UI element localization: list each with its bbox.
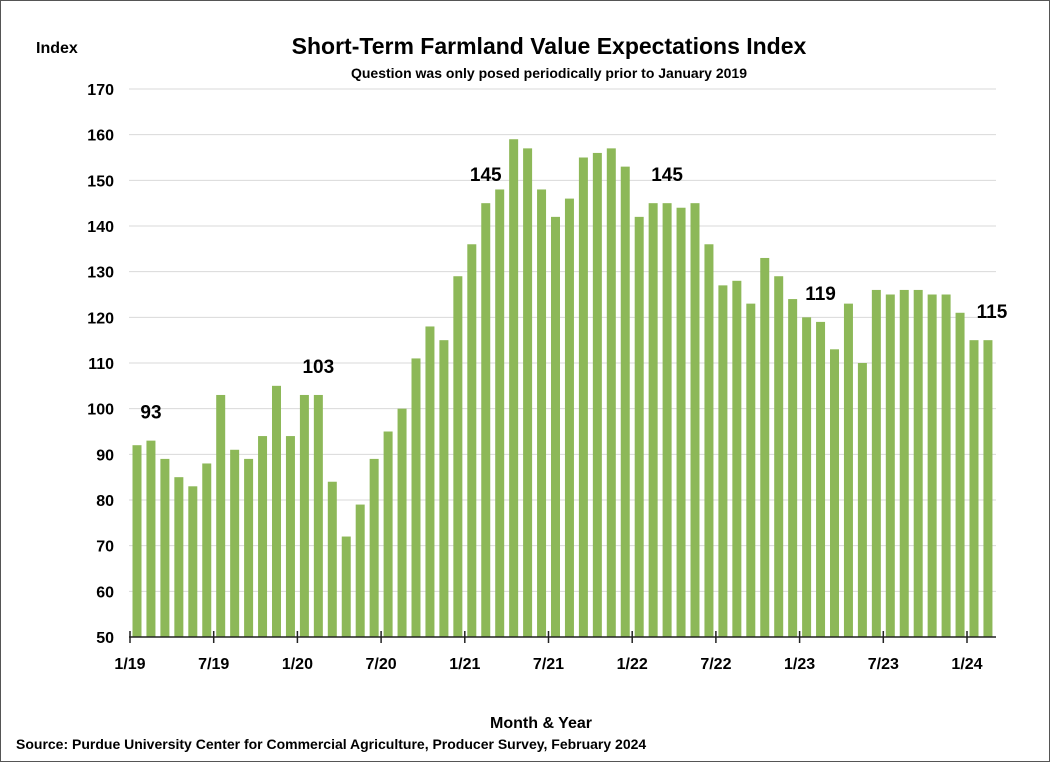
bar-6-22 (704, 244, 714, 637)
y-tick-label: 140 (87, 219, 114, 236)
x-tick-label: 7/19 (198, 656, 229, 673)
bar-2-21 (481, 203, 491, 637)
y-tick-label: 60 (96, 584, 114, 601)
bar-12-20 (453, 276, 463, 637)
bar-11-21 (606, 148, 616, 637)
bar-9-20 (411, 358, 421, 637)
bar-9-21 (578, 157, 588, 637)
x-tick-label: 7/21 (533, 656, 564, 673)
bar-10-23 (927, 294, 937, 637)
x-tick-label: 7/22 (700, 656, 731, 673)
bar-5-21 (523, 148, 533, 637)
bar-10-21 (592, 152, 602, 637)
bar-7-22 (718, 285, 728, 637)
x-tick-label: 1/22 (617, 656, 648, 673)
bar-6-20 (369, 458, 379, 637)
bar-12-23 (955, 312, 965, 637)
bar-4-19 (174, 477, 184, 637)
x-tick-label: 1/21 (449, 656, 480, 673)
bar-4-21 (509, 139, 519, 637)
bar-5-20 (355, 504, 365, 637)
bar-8-22 (732, 280, 742, 637)
y-tick-label: 130 (87, 265, 114, 282)
x-tick-label: 7/20 (366, 656, 397, 673)
y-tick-label: 80 (96, 493, 114, 510)
source-note: Source: Purdue University Center for Com… (16, 736, 646, 752)
bar-12-21 (620, 166, 630, 637)
bar-1-19 (132, 445, 142, 637)
bar-8-21 (564, 198, 574, 637)
bar-7-19 (216, 394, 226, 637)
bar-8-19 (230, 449, 240, 637)
y-tick-label: 150 (87, 173, 114, 190)
bar-2-20 (313, 394, 323, 637)
data-label: 103 (302, 357, 334, 378)
bar-11-22 (774, 276, 784, 637)
chart-title: Short-Term Farmland Value Expectations I… (292, 33, 807, 59)
bar-11-19 (272, 385, 281, 637)
y-tick-label: 170 (87, 82, 114, 99)
bar-6-23 (871, 289, 881, 637)
x-tick-label: 1/20 (282, 656, 313, 673)
y-tick-label: 120 (87, 310, 114, 327)
bar-2-22 (648, 203, 658, 637)
bar-6-19 (202, 463, 212, 637)
bar-11-23 (941, 294, 951, 637)
bar-1-22 (634, 216, 644, 637)
data-label: 145 (470, 165, 502, 186)
bar-8-20 (397, 408, 407, 637)
x-tick-label: 1/24 (951, 656, 982, 673)
y-tick-label: 70 (96, 539, 114, 556)
x-tick-label: 7/23 (868, 656, 899, 673)
bar-3-19 (160, 458, 170, 637)
bar-5-22 (690, 203, 700, 637)
x-axis-label: Month & Year (490, 715, 592, 732)
bar-11-20 (439, 340, 449, 637)
y-tick-label: 110 (88, 356, 114, 373)
bar-10-20 (425, 326, 435, 637)
bar-1-21 (467, 244, 477, 637)
bar-7-21 (551, 216, 560, 637)
bar-7-20 (383, 431, 393, 637)
x-tick-label: 1/19 (114, 656, 145, 673)
bar-1-24 (969, 340, 979, 637)
bar-6-21 (537, 189, 547, 637)
y-tick-label: 160 (87, 128, 114, 145)
bar-2-24 (983, 340, 993, 637)
y-tick-label: 90 (96, 447, 114, 464)
data-label: 145 (651, 165, 683, 186)
bar-12-22 (788, 299, 798, 637)
x-tick-label: 1/23 (784, 656, 815, 673)
bar-7-23 (885, 294, 895, 637)
data-label: 115 (977, 302, 1008, 323)
bar-3-20 (327, 481, 337, 637)
y-axis-label: Index (36, 40, 78, 57)
bar-5-19 (188, 486, 198, 637)
bar-12-19 (285, 436, 295, 637)
bar-1-23 (802, 317, 812, 637)
bar-10-19 (258, 436, 268, 637)
data-label: 93 (140, 403, 161, 424)
bar-8-23 (899, 289, 909, 637)
data-label: 119 (805, 284, 836, 305)
y-tick-label: 50 (96, 630, 114, 647)
bar-3-22 (662, 203, 672, 637)
bar-3-21 (495, 189, 505, 637)
bar-4-22 (676, 207, 686, 637)
bar-1-20 (299, 394, 309, 637)
bar-9-23 (913, 289, 923, 637)
bar-2-19 (146, 440, 156, 637)
bar-3-23 (830, 349, 839, 637)
bar-9-22 (746, 303, 756, 637)
bar-2-23 (816, 321, 826, 637)
bar-4-20 (341, 536, 351, 637)
bar-10-22 (760, 257, 770, 637)
bar-9-19 (244, 458, 254, 637)
chart-subtitle: Question was only posed periodically pri… (351, 65, 747, 81)
bar-5-23 (857, 363, 867, 637)
bar-4-23 (843, 303, 853, 637)
y-tick-label: 100 (87, 402, 114, 419)
